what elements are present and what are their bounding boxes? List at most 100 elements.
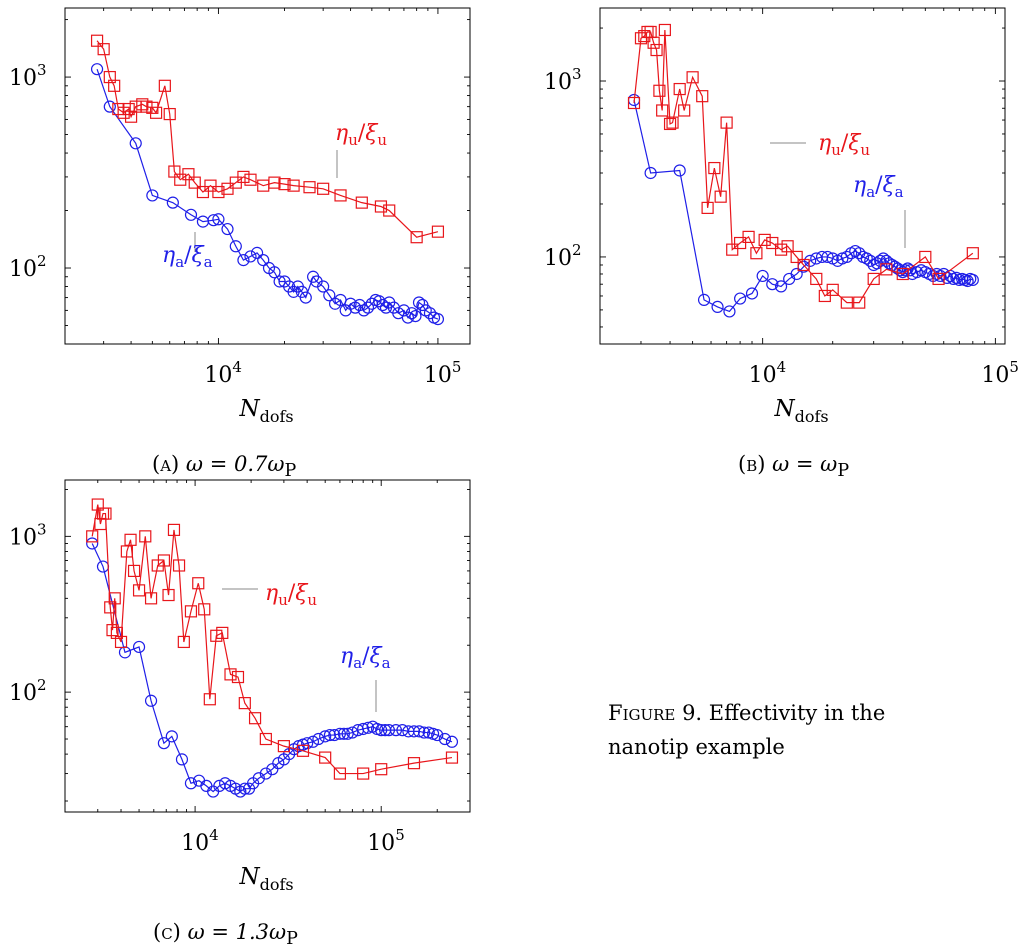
panel-a-point-square — [237, 170, 250, 184]
panel-c-point-circle — [184, 777, 198, 790]
caption-c: (c) ω = 1.3ωP — [153, 920, 298, 949]
panel-a-point-square — [103, 70, 116, 84]
panel-c-point-square — [248, 712, 262, 725]
panel-c-point-circle — [413, 725, 426, 738]
panel-c-point-square — [114, 635, 128, 649]
panel-b-point-square — [734, 236, 747, 250]
panel-a-point-circle — [146, 189, 159, 202]
panel-c-xtick-label: 104 — [181, 826, 219, 856]
caption-c-eq: ω = 1.3ω — [187, 920, 287, 944]
panel-a-xtick-label: 104 — [204, 358, 242, 388]
caption-b-tag: (b) — [738, 452, 766, 476]
panel-b-point-square — [638, 29, 651, 43]
panel-a-point-square — [355, 196, 368, 209]
panel-c-point-circle — [252, 772, 265, 785]
panel-c-annotation-label: ηa/ξa — [340, 644, 391, 672]
panel-b-point-square — [701, 201, 714, 214]
panel-a-point-circle — [166, 196, 179, 209]
panel-c-point-square — [127, 564, 141, 578]
panel-c-point-square — [108, 592, 121, 605]
panel-b-point-circle — [756, 269, 769, 283]
panel-c-point-circle — [445, 735, 459, 748]
panel-c-point-square — [375, 763, 388, 776]
panel-b-point-circle — [840, 250, 853, 264]
panel-a-point-circle — [212, 213, 225, 226]
panel-a-point-square — [278, 178, 291, 191]
figure-caption-number: 9. — [682, 701, 703, 725]
panel-b-point-circle — [874, 254, 887, 267]
panel-b-point-square — [658, 23, 671, 37]
panel-c-point-circle — [132, 640, 146, 654]
panel-b-point-square — [966, 247, 979, 260]
panel-c-point-square — [86, 530, 99, 543]
panel-b-axes-frame — [599, 7, 1006, 345]
panel-b-point-square — [818, 289, 831, 303]
panel-b-point-square — [714, 190, 727, 203]
panel-a-point-square — [317, 182, 330, 195]
panel-c-point-circle — [301, 737, 314, 750]
panel-c-point-circle — [323, 728, 336, 742]
panel-a-annotation-label: ηu/ξu — [335, 121, 387, 149]
panel-a-point-circle — [90, 63, 104, 76]
panel-c-point-square — [144, 592, 158, 605]
panel-c-point-square — [357, 767, 370, 780]
panel-a-xlabel: Ndofs — [239, 396, 294, 426]
panel-a-point-square — [410, 231, 423, 244]
panel-a-point-circle — [317, 280, 330, 293]
panel-c-point-square — [99, 507, 112, 520]
panel-c-point-circle — [312, 732, 325, 746]
panel-c-point-square — [157, 554, 171, 567]
panel-a-point-circle — [423, 307, 437, 320]
panel-a-point-square — [97, 43, 110, 56]
panel-b-series-blue-line — [633, 99, 974, 313]
panel-a-point-square — [431, 225, 445, 238]
panel-a-ytick-label: 102 — [9, 252, 47, 282]
panel-a-point-square — [163, 107, 176, 121]
panel-a-point-square — [182, 168, 195, 181]
panel-c-annotation-label: ηu/ξu — [265, 581, 317, 609]
panel-b-point-circle — [961, 274, 974, 288]
panel-a-point-circle — [376, 298, 389, 312]
panel-b-point-circle — [745, 287, 759, 300]
panel-b-point-square — [919, 250, 932, 264]
panel-c-xlabel: Ndofs — [239, 864, 294, 894]
panel-a-point-circle — [184, 208, 198, 221]
panel-b-point-square — [880, 263, 893, 276]
panel-b-point-square — [720, 116, 733, 129]
panel-a-point-circle — [344, 297, 357, 310]
panel-a-point-square — [188, 176, 201, 189]
panel-c-point-square — [203, 693, 216, 706]
caption-a-sub: P — [284, 461, 297, 482]
panel-c-point-square — [104, 601, 117, 614]
panel-b-xtick-label: 105 — [981, 358, 1019, 388]
caption-a-tag: (a) — [152, 452, 180, 476]
panel-b-point-circle — [950, 271, 963, 285]
panel-a-point-square — [334, 189, 347, 202]
panel-b-ytick-label: 102 — [544, 241, 582, 271]
panel-c-point-square — [231, 670, 245, 684]
panel-a-point-circle — [207, 214, 220, 227]
panel-a-point-circle — [405, 307, 418, 320]
panel-c-point-square — [319, 751, 332, 764]
panel-b-point-circle — [734, 292, 747, 305]
panel-a-ytick-label: 103 — [9, 61, 47, 91]
panel-a-point-circle — [361, 301, 375, 314]
panel-a-point-circle — [299, 291, 312, 304]
panel-a-axes-frame — [64, 7, 471, 345]
panel-a-point-circle — [397, 304, 411, 317]
panel-c-point-square — [192, 577, 205, 590]
panel-b-point-square — [797, 258, 810, 272]
panel-b-point-square — [853, 296, 866, 309]
panel-c-point-square — [224, 668, 237, 681]
panel-a-point-square — [244, 173, 257, 186]
panel-b-point-square — [696, 90, 709, 103]
panel-a-point-square — [221, 182, 234, 195]
panel-c-series-blue-line — [91, 543, 453, 793]
panel-a-point-square — [204, 179, 217, 192]
panel-a-point-circle — [221, 222, 234, 236]
panel-b-point-square — [932, 272, 945, 286]
panel-b-point-circle — [673, 164, 686, 177]
panel-b-point-circle — [766, 278, 779, 291]
panel-c-point-circle — [389, 724, 403, 737]
panel-b-point-circle — [644, 166, 657, 180]
